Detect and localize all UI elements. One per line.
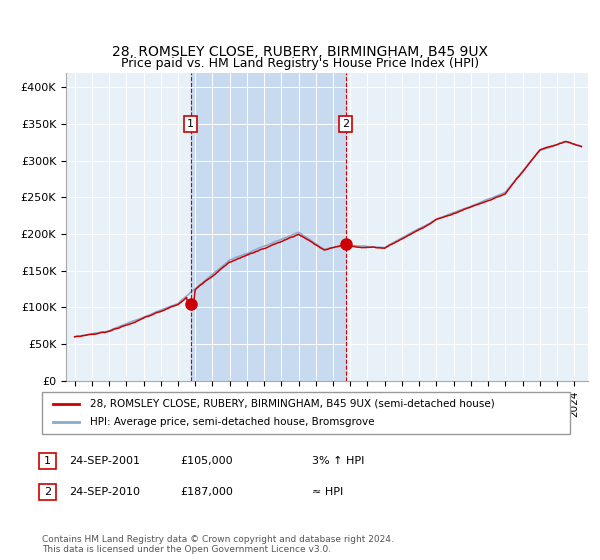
FancyBboxPatch shape <box>42 392 570 434</box>
Text: 24-SEP-2001: 24-SEP-2001 <box>69 456 140 466</box>
Text: 24-SEP-2010: 24-SEP-2010 <box>69 487 140 497</box>
Text: 2: 2 <box>44 487 51 497</box>
Text: 2: 2 <box>342 119 349 129</box>
Text: Price paid vs. HM Land Registry's House Price Index (HPI): Price paid vs. HM Land Registry's House … <box>121 57 479 70</box>
Text: £187,000: £187,000 <box>180 487 233 497</box>
Text: Contains HM Land Registry data © Crown copyright and database right 2024.
This d: Contains HM Land Registry data © Crown c… <box>42 535 394 554</box>
Text: 1: 1 <box>44 456 51 466</box>
Text: 28, ROMSLEY CLOSE, RUBERY, BIRMINGHAM, B45 9UX (semi-detached house): 28, ROMSLEY CLOSE, RUBERY, BIRMINGHAM, B… <box>89 399 494 409</box>
Text: 28, ROMSLEY CLOSE, RUBERY, BIRMINGHAM, B45 9UX: 28, ROMSLEY CLOSE, RUBERY, BIRMINGHAM, B… <box>112 45 488 59</box>
Text: HPI: Average price, semi-detached house, Bromsgrove: HPI: Average price, semi-detached house,… <box>89 417 374 427</box>
Text: ≈ HPI: ≈ HPI <box>312 487 343 497</box>
Text: £105,000: £105,000 <box>180 456 233 466</box>
Text: 1: 1 <box>187 119 194 129</box>
Bar <box>191 73 346 381</box>
Text: 3% ↑ HPI: 3% ↑ HPI <box>312 456 364 466</box>
